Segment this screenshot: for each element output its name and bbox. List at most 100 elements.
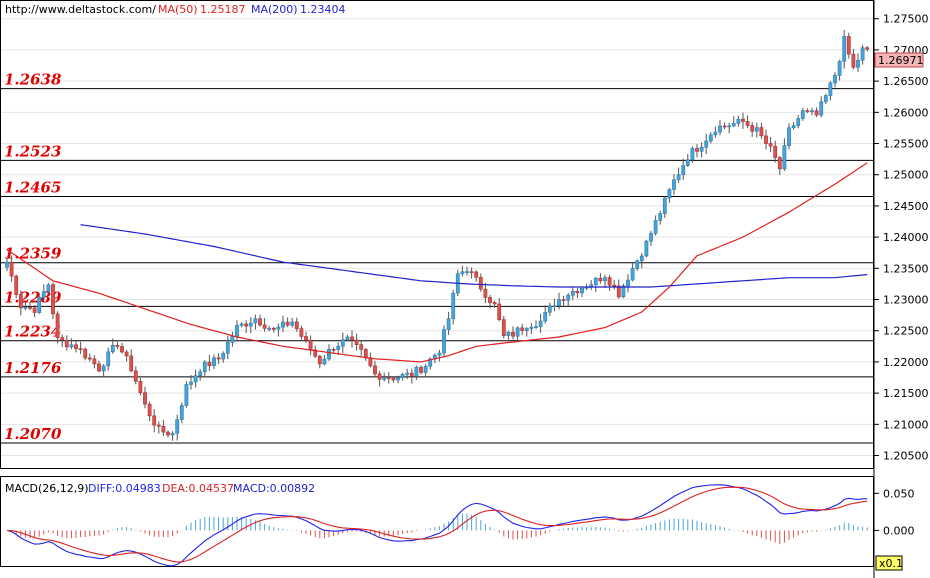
- price-axis-ticks: 1.275001.270001.265001.260001.255001.250…: [874, 13, 929, 463]
- candlesticks: [5, 29, 870, 441]
- candle-body: [221, 353, 226, 360]
- price-tick-label: 1.22000: [883, 356, 929, 369]
- candle-body: [690, 148, 695, 160]
- level-label: 1.2359: [4, 245, 62, 263]
- candle-body: [630, 268, 635, 281]
- candle-body: [745, 121, 750, 126]
- candle-body: [823, 95, 828, 103]
- candle-body: [423, 365, 428, 373]
- candle-body: [488, 297, 492, 303]
- candle-body: [32, 307, 37, 313]
- moving-averages: [6, 162, 868, 363]
- candle-body: [308, 339, 313, 351]
- candle-body: [46, 284, 51, 292]
- candle-body: [276, 326, 281, 330]
- candle-body: [138, 381, 143, 393]
- candle-body: [106, 351, 111, 367]
- macd-panel-frame: [0, 476, 874, 567]
- candle-body: [575, 291, 580, 294]
- candle-body: [225, 342, 230, 354]
- candle-body: [166, 431, 170, 436]
- price-tick-label: 1.21000: [883, 418, 929, 431]
- candle-body: [607, 277, 612, 286]
- candle-body: [198, 371, 203, 377]
- candle-body: [856, 59, 860, 68]
- candle-body: [520, 327, 525, 331]
- candle-body: [281, 321, 285, 328]
- candle-body: [156, 424, 161, 427]
- scale-badge-box: [875, 555, 903, 571]
- candle-body: [754, 127, 759, 132]
- candle-body: [5, 261, 9, 268]
- price-tick-label: 1.21500: [883, 387, 929, 400]
- candle-body: [837, 61, 842, 76]
- level-label: 1.2638: [4, 71, 62, 89]
- candle-body: [718, 125, 722, 133]
- candle-body: [258, 318, 262, 326]
- macd-tick-label: 0.000: [883, 524, 915, 537]
- candle-body: [23, 306, 28, 309]
- candle-body: [547, 305, 552, 313]
- candle-body: [207, 361, 212, 367]
- candle-body: [759, 127, 764, 137]
- candle-body: [161, 426, 166, 433]
- candle-body: [248, 322, 253, 327]
- candle-body: [235, 325, 239, 337]
- candle-body: [189, 381, 193, 385]
- candle-body: [658, 213, 663, 221]
- candle-body: [699, 146, 704, 152]
- candle-body: [672, 179, 676, 190]
- candle-body: [55, 313, 60, 338]
- candle-body: [478, 277, 483, 290]
- candle-body: [170, 432, 175, 436]
- candle-body: [626, 279, 630, 287]
- level-label: 1.2289: [4, 288, 62, 306]
- candle-body: [184, 384, 189, 406]
- current-price-box: [874, 52, 924, 68]
- candle-body: [230, 335, 235, 343]
- candle-body: [414, 366, 419, 377]
- candle-body: [483, 288, 488, 298]
- candle-body: [722, 125, 727, 128]
- source-url: http://www.deltastock.com/: [5, 3, 156, 16]
- current-price: 1.26971: [878, 54, 924, 67]
- candle-body: [129, 355, 134, 372]
- candle-body: [777, 157, 782, 170]
- candle-body: [78, 348, 83, 350]
- main-panel-frame: [0, 0, 874, 469]
- candle-body: [331, 349, 336, 351]
- candle-body: [534, 326, 538, 328]
- level-label: 1.2070: [4, 425, 62, 443]
- candle-body: [345, 336, 350, 341]
- candle-body: [267, 328, 272, 330]
- candle-body: [419, 366, 423, 373]
- candle-body: [492, 302, 497, 305]
- candle-body: [101, 365, 106, 372]
- candle-body: [290, 321, 295, 326]
- candle-body: [69, 344, 74, 348]
- ma200-label: MA(200): [251, 3, 298, 16]
- candle-body: [538, 320, 543, 327]
- ma200-value: 1.23404: [300, 3, 346, 16]
- candle-body: [428, 358, 433, 367]
- candle-body: [285, 321, 290, 326]
- candle-body: [216, 357, 221, 360]
- candle-body: [327, 349, 331, 360]
- candle-body: [639, 255, 644, 262]
- candle-body: [322, 358, 327, 365]
- candle-body: [570, 291, 575, 296]
- candle-body: [271, 328, 276, 330]
- candle-body: [685, 159, 690, 166]
- candle-body: [363, 349, 368, 358]
- candle-body: [865, 47, 870, 50]
- candle-body: [773, 145, 778, 158]
- candle-body: [713, 131, 718, 136]
- candle-body: [612, 284, 617, 287]
- candle-body: [593, 277, 598, 285]
- candle-body: [501, 319, 506, 336]
- price-tick-label: 1.24500: [883, 200, 929, 213]
- candle-body: [14, 275, 19, 295]
- ma50-label: MA(50): [158, 3, 198, 16]
- macd-tick-label: 0.050: [883, 487, 915, 500]
- candle-body: [175, 419, 180, 434]
